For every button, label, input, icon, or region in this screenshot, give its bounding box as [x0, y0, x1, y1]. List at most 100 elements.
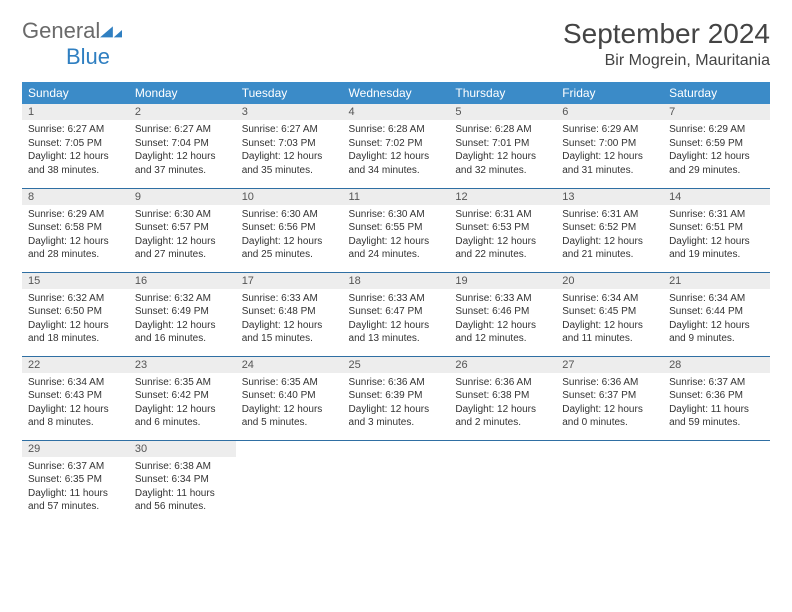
calendar-table: Sunday Monday Tuesday Wednesday Thursday…: [22, 82, 770, 524]
calendar-cell: 17 Sunrise: 6:33 AM Sunset: 6:48 PM Dayl…: [236, 272, 343, 356]
calendar-cell-empty: [343, 440, 450, 524]
day-content: Sunrise: 6:29 AM Sunset: 6:58 PM Dayligh…: [22, 205, 129, 267]
day-content: Sunrise: 6:31 AM Sunset: 6:53 PM Dayligh…: [449, 205, 556, 267]
day-content: Sunrise: 6:36 AM Sunset: 6:39 PM Dayligh…: [343, 373, 450, 435]
calendar-cell-empty: [556, 440, 663, 524]
calendar-cell-empty: [449, 440, 556, 524]
weekday-header: Tuesday: [236, 82, 343, 104]
day-content: Sunrise: 6:33 AM Sunset: 6:48 PM Dayligh…: [236, 289, 343, 351]
day-number: 15: [22, 273, 129, 289]
day-number: 29: [22, 441, 129, 457]
day-number: 20: [556, 273, 663, 289]
calendar-cell: 25 Sunrise: 6:36 AM Sunset: 6:39 PM Dayl…: [343, 356, 450, 440]
calendar-cell: 1 Sunrise: 6:27 AM Sunset: 7:05 PM Dayli…: [22, 104, 129, 188]
day-number: 10: [236, 189, 343, 205]
day-content: Sunrise: 6:27 AM Sunset: 7:04 PM Dayligh…: [129, 120, 236, 182]
day-number: 14: [663, 189, 770, 205]
calendar-cell: 24 Sunrise: 6:35 AM Sunset: 6:40 PM Dayl…: [236, 356, 343, 440]
calendar-cell: 9 Sunrise: 6:30 AM Sunset: 6:57 PM Dayli…: [129, 188, 236, 272]
calendar-cell: 15 Sunrise: 6:32 AM Sunset: 6:50 PM Dayl…: [22, 272, 129, 356]
day-number: 28: [663, 357, 770, 373]
day-number: 12: [449, 189, 556, 205]
calendar-cell-empty: [236, 440, 343, 524]
day-content: Sunrise: 6:31 AM Sunset: 6:51 PM Dayligh…: [663, 205, 770, 267]
day-content: Sunrise: 6:27 AM Sunset: 7:05 PM Dayligh…: [22, 120, 129, 182]
calendar-cell: 11 Sunrise: 6:30 AM Sunset: 6:55 PM Dayl…: [343, 188, 450, 272]
day-content: Sunrise: 6:33 AM Sunset: 6:47 PM Dayligh…: [343, 289, 450, 351]
calendar-cell: 26 Sunrise: 6:36 AM Sunset: 6:38 PM Dayl…: [449, 356, 556, 440]
calendar-cell: 28 Sunrise: 6:37 AM Sunset: 6:36 PM Dayl…: [663, 356, 770, 440]
calendar-row: 15 Sunrise: 6:32 AM Sunset: 6:50 PM Dayl…: [22, 272, 770, 356]
day-content: Sunrise: 6:35 AM Sunset: 6:42 PM Dayligh…: [129, 373, 236, 435]
calendar-cell: 18 Sunrise: 6:33 AM Sunset: 6:47 PM Dayl…: [343, 272, 450, 356]
day-number: 1: [22, 104, 129, 120]
day-number: 4: [343, 104, 450, 120]
day-content: Sunrise: 6:31 AM Sunset: 6:52 PM Dayligh…: [556, 205, 663, 267]
day-number: 16: [129, 273, 236, 289]
calendar-cell: 3 Sunrise: 6:27 AM Sunset: 7:03 PM Dayli…: [236, 104, 343, 188]
day-content: Sunrise: 6:34 AM Sunset: 6:43 PM Dayligh…: [22, 373, 129, 435]
logo-text-blue: Blue: [22, 44, 110, 69]
day-content: Sunrise: 6:37 AM Sunset: 6:36 PM Dayligh…: [663, 373, 770, 435]
day-number: 30: [129, 441, 236, 457]
day-number: 17: [236, 273, 343, 289]
day-content: Sunrise: 6:33 AM Sunset: 6:46 PM Dayligh…: [449, 289, 556, 351]
day-content: Sunrise: 6:32 AM Sunset: 6:49 PM Dayligh…: [129, 289, 236, 351]
day-content: Sunrise: 6:34 AM Sunset: 6:44 PM Dayligh…: [663, 289, 770, 351]
calendar-cell: 20 Sunrise: 6:34 AM Sunset: 6:45 PM Dayl…: [556, 272, 663, 356]
page-title: September 2024: [563, 18, 770, 50]
calendar-cell: 27 Sunrise: 6:36 AM Sunset: 6:37 PM Dayl…: [556, 356, 663, 440]
day-number: 13: [556, 189, 663, 205]
day-content: Sunrise: 6:37 AM Sunset: 6:35 PM Dayligh…: [22, 457, 129, 519]
day-number: 22: [22, 357, 129, 373]
title-block: September 2024 Bir Mogrein, Mauritania: [563, 18, 770, 70]
calendar-cell: 30 Sunrise: 6:38 AM Sunset: 6:34 PM Dayl…: [129, 440, 236, 524]
day-content: Sunrise: 6:27 AM Sunset: 7:03 PM Dayligh…: [236, 120, 343, 182]
day-number: 6: [556, 104, 663, 120]
day-number: 18: [343, 273, 450, 289]
day-content: Sunrise: 6:30 AM Sunset: 6:57 PM Dayligh…: [129, 205, 236, 267]
calendar-row: 8 Sunrise: 6:29 AM Sunset: 6:58 PM Dayli…: [22, 188, 770, 272]
day-content: Sunrise: 6:35 AM Sunset: 6:40 PM Dayligh…: [236, 373, 343, 435]
weekday-header: Thursday: [449, 82, 556, 104]
calendar-cell: 2 Sunrise: 6:27 AM Sunset: 7:04 PM Dayli…: [129, 104, 236, 188]
day-content: Sunrise: 6:32 AM Sunset: 6:50 PM Dayligh…: [22, 289, 129, 351]
day-content: Sunrise: 6:29 AM Sunset: 7:00 PM Dayligh…: [556, 120, 663, 182]
day-content: Sunrise: 6:36 AM Sunset: 6:37 PM Dayligh…: [556, 373, 663, 435]
day-number: 8: [22, 189, 129, 205]
day-number: 7: [663, 104, 770, 120]
weekday-row: Sunday Monday Tuesday Wednesday Thursday…: [22, 82, 770, 104]
calendar-cell: 23 Sunrise: 6:35 AM Sunset: 6:42 PM Dayl…: [129, 356, 236, 440]
calendar-cell: 12 Sunrise: 6:31 AM Sunset: 6:53 PM Dayl…: [449, 188, 556, 272]
header: General Blue September 2024 Bir Mogrein,…: [22, 18, 770, 70]
weekday-header: Sunday: [22, 82, 129, 104]
calendar-row: 22 Sunrise: 6:34 AM Sunset: 6:43 PM Dayl…: [22, 356, 770, 440]
day-number: 24: [236, 357, 343, 373]
calendar-cell: 13 Sunrise: 6:31 AM Sunset: 6:52 PM Dayl…: [556, 188, 663, 272]
calendar-cell: 21 Sunrise: 6:34 AM Sunset: 6:44 PM Dayl…: [663, 272, 770, 356]
weekday-header: Monday: [129, 82, 236, 104]
day-number: 11: [343, 189, 450, 205]
day-number: 25: [343, 357, 450, 373]
location-label: Bir Mogrein, Mauritania: [563, 52, 770, 70]
day-content: Sunrise: 6:36 AM Sunset: 6:38 PM Dayligh…: [449, 373, 556, 435]
day-content: Sunrise: 6:34 AM Sunset: 6:45 PM Dayligh…: [556, 289, 663, 351]
calendar-row: 1 Sunrise: 6:27 AM Sunset: 7:05 PM Dayli…: [22, 104, 770, 188]
day-number: 26: [449, 357, 556, 373]
logo-mark-icon: [100, 22, 122, 38]
day-content: Sunrise: 6:30 AM Sunset: 6:56 PM Dayligh…: [236, 205, 343, 267]
day-content: Sunrise: 6:38 AM Sunset: 6:34 PM Dayligh…: [129, 457, 236, 519]
day-number: 23: [129, 357, 236, 373]
day-number: 21: [663, 273, 770, 289]
calendar-cell: 8 Sunrise: 6:29 AM Sunset: 6:58 PM Dayli…: [22, 188, 129, 272]
day-number: 19: [449, 273, 556, 289]
day-number: 5: [449, 104, 556, 120]
calendar-cell: 4 Sunrise: 6:28 AM Sunset: 7:02 PM Dayli…: [343, 104, 450, 188]
day-content: Sunrise: 6:28 AM Sunset: 7:02 PM Dayligh…: [343, 120, 450, 182]
calendar-cell: 29 Sunrise: 6:37 AM Sunset: 6:35 PM Dayl…: [22, 440, 129, 524]
day-number: 2: [129, 104, 236, 120]
day-number: 9: [129, 189, 236, 205]
calendar-cell: 7 Sunrise: 6:29 AM Sunset: 6:59 PM Dayli…: [663, 104, 770, 188]
calendar-cell: 16 Sunrise: 6:32 AM Sunset: 6:49 PM Dayl…: [129, 272, 236, 356]
day-number: 3: [236, 104, 343, 120]
